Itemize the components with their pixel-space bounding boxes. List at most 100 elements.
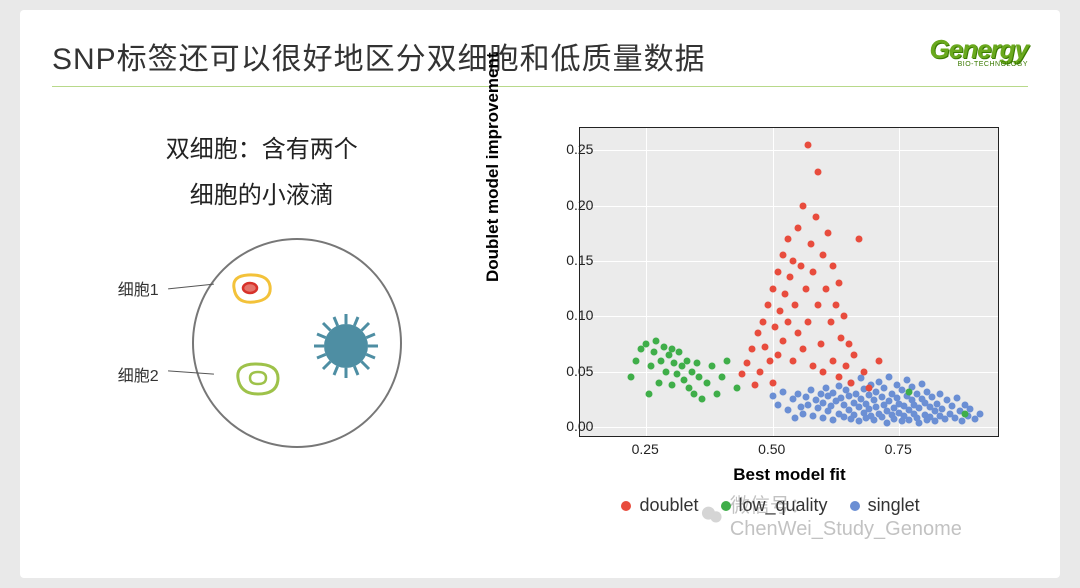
y-tick: 0.25 (533, 141, 593, 157)
y-axis-title: Doublet model improvement (483, 52, 503, 282)
point-singlet (812, 397, 819, 404)
point-low_quality (628, 374, 635, 381)
point-doublet (774, 268, 781, 275)
point-doublet (840, 313, 847, 320)
y-tick: 0.20 (533, 197, 593, 213)
point-doublet (772, 324, 779, 331)
point-low_quality (906, 388, 913, 395)
point-singlet (936, 390, 943, 397)
point-doublet (835, 280, 842, 287)
point-doublet (784, 235, 791, 242)
point-low_quality (660, 344, 667, 351)
y-tick: 0.05 (533, 363, 593, 379)
point-singlet (830, 389, 837, 396)
point-doublet (815, 302, 822, 309)
point-singlet (850, 411, 857, 418)
point-doublet (810, 363, 817, 370)
point-singlet (954, 395, 961, 402)
point-low_quality (693, 359, 700, 366)
point-low_quality (698, 396, 705, 403)
point-doublet (800, 202, 807, 209)
point-doublet (784, 318, 791, 325)
point-doublet (820, 368, 827, 375)
point-low_quality (719, 374, 726, 381)
point-low_quality (671, 359, 678, 366)
point-doublet (795, 224, 802, 231)
point-doublet (764, 302, 771, 309)
point-doublet (759, 318, 766, 325)
header: SNP标签还可以很好地区分双细胞和低质量数据 Genergy BIO-TECHN… (52, 34, 1028, 78)
point-low_quality (650, 348, 657, 355)
left-panel: 双细胞：含有两个 细胞的小液滴 细胞1 细胞2 (52, 107, 481, 537)
legend-label-singlet: singlet (868, 495, 920, 516)
point-doublet (782, 291, 789, 298)
point-singlet (903, 377, 910, 384)
point-singlet (886, 398, 893, 405)
point-low_quality (648, 363, 655, 370)
divider (52, 86, 1028, 87)
point-doublet (789, 257, 796, 264)
point-doublet (822, 285, 829, 292)
point-singlet (939, 406, 946, 413)
point-doublet (769, 379, 776, 386)
point-low_quality (658, 357, 665, 364)
point-doublet (850, 351, 857, 358)
point-low_quality (714, 390, 721, 397)
point-singlet (805, 401, 812, 408)
y-tick: 0.15 (533, 252, 593, 268)
point-low_quality (676, 348, 683, 355)
point-singlet (792, 415, 799, 422)
point-singlet (820, 399, 827, 406)
point-low_quality (688, 368, 695, 375)
plot-area (579, 127, 999, 437)
point-doublet (800, 346, 807, 353)
point-singlet (779, 388, 786, 395)
point-doublet (815, 169, 822, 176)
logo: Genergy BIO-TECHNOLOGY (930, 34, 1029, 68)
legend: doubletlow_qualitysinglet (621, 495, 933, 516)
point-doublet (769, 285, 776, 292)
point-singlet (929, 394, 936, 401)
y-tick: 0.00 (533, 418, 593, 434)
point-singlet (835, 382, 842, 389)
point-singlet (883, 419, 890, 426)
point-singlet (916, 419, 923, 426)
point-doublet (744, 359, 751, 366)
point-singlet (830, 417, 837, 424)
point-doublet (787, 274, 794, 281)
point-singlet (858, 375, 865, 382)
point-doublet (774, 351, 781, 358)
point-doublet (820, 252, 827, 259)
point-low_quality (724, 357, 731, 364)
point-low_quality (673, 370, 680, 377)
point-singlet (886, 374, 893, 381)
point-doublet (825, 230, 832, 237)
point-singlet (795, 390, 802, 397)
point-doublet (843, 363, 850, 370)
virus-icon (310, 310, 382, 382)
point-doublet (860, 368, 867, 375)
scatter-chart: Doublet model improvement Best model fit… (501, 107, 1021, 527)
point-doublet (838, 335, 845, 342)
point-doublet (827, 318, 834, 325)
point-doublet (739, 370, 746, 377)
label-cell1: 细胞1 (118, 276, 159, 300)
point-singlet (807, 387, 814, 394)
point-doublet (812, 213, 819, 220)
x-tick: 0.25 (632, 441, 659, 457)
point-doublet (757, 368, 764, 375)
point-doublet (754, 329, 761, 336)
diagram-caption: 双细胞：含有两个 细胞的小液滴 (62, 127, 461, 218)
point-singlet (769, 392, 776, 399)
caption-line2: 细胞的小液滴 (62, 173, 461, 219)
point-singlet (977, 410, 984, 417)
x-tick: 0.75 (885, 441, 912, 457)
point-doublet (855, 235, 862, 242)
point-low_quality (683, 357, 690, 364)
point-doublet (830, 263, 837, 270)
legend-label-doublet: doublet (639, 495, 698, 516)
point-doublet (792, 302, 799, 309)
point-doublet (802, 285, 809, 292)
point-doublet (767, 357, 774, 364)
point-singlet (870, 417, 877, 424)
